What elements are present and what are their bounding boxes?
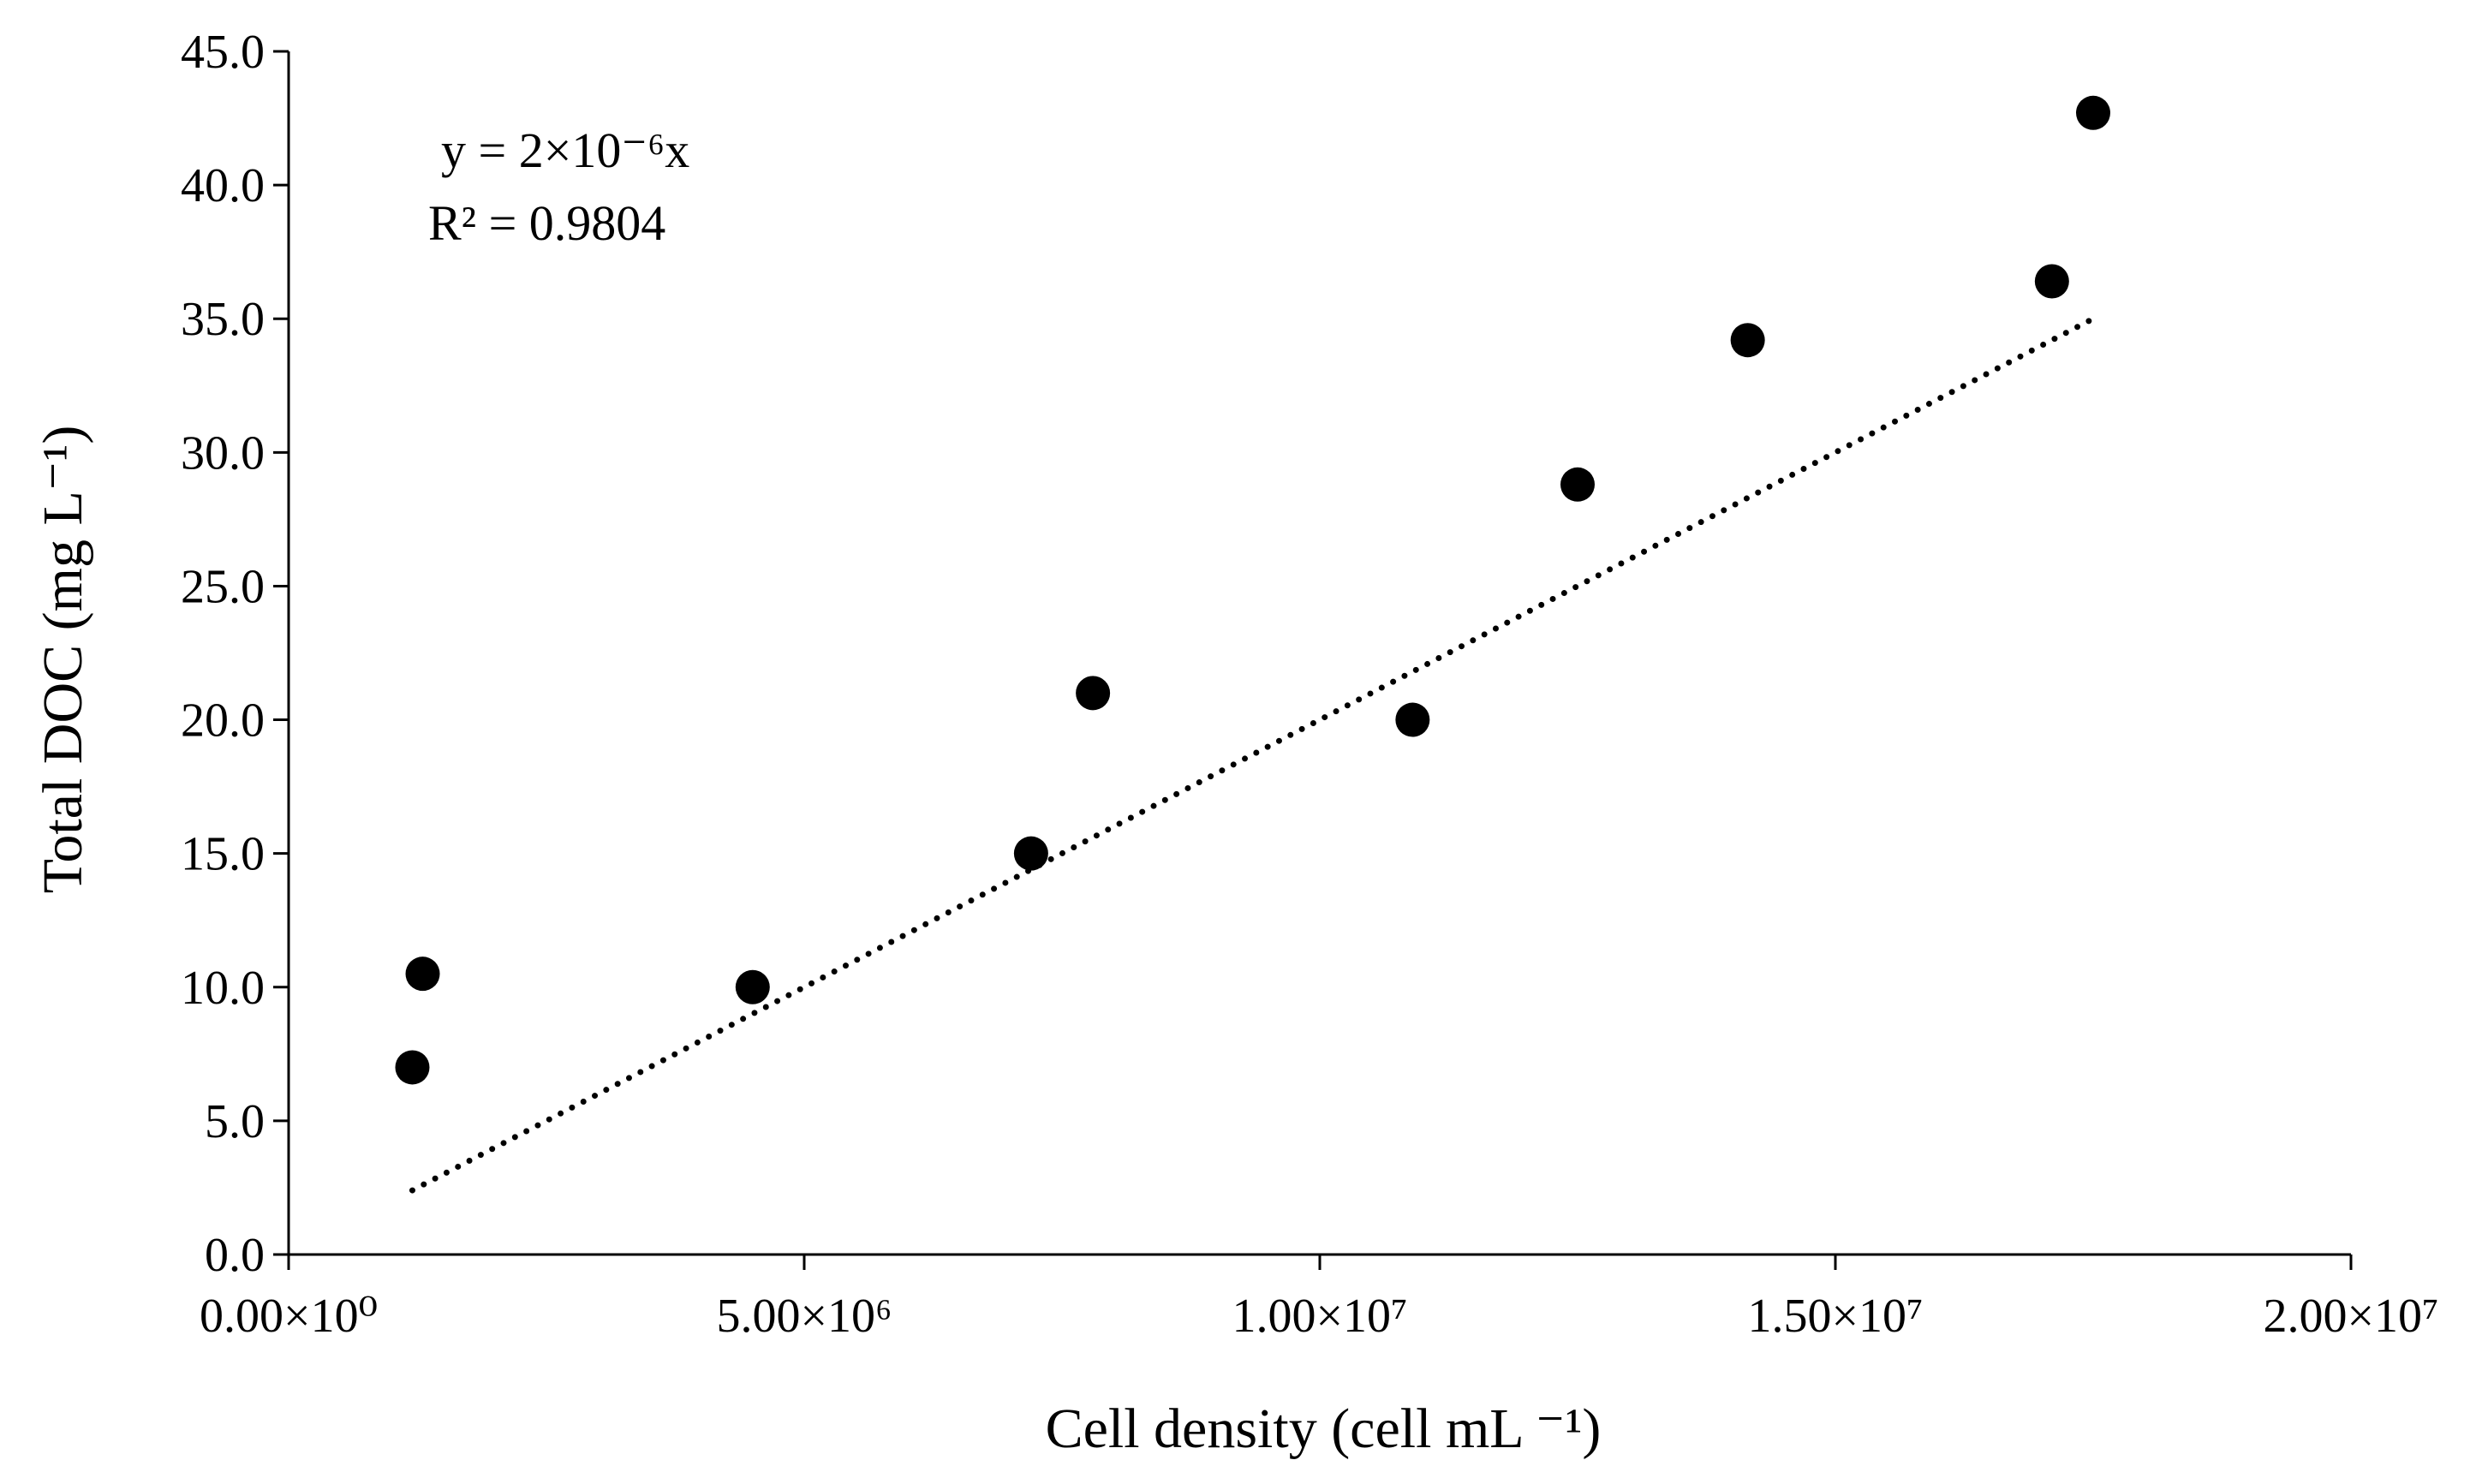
y-tick-label: 0.0: [205, 1229, 265, 1282]
x-tick-label: 0.00×10⁰: [200, 1290, 378, 1343]
y-tick-label: 15.0: [181, 828, 265, 881]
data-point: [1013, 836, 1048, 871]
data-point: [405, 957, 440, 992]
x-axis-title: Cell density (cell mL ⁻¹): [1046, 1398, 1602, 1460]
y-tick-label: 25.0: [181, 560, 265, 613]
y-axis-ticks: 0.0 5.0 10.0 15.0 20.0 25.0 30.0 35.0 40.0 45.0: [181, 26, 289, 1282]
x-tick-label: 1.50×10⁷: [1747, 1290, 1923, 1343]
x-axis-ticks: 0.00×10⁰ 5.00×10⁶ 1.00×10⁷ 1.50×10⁷ 2.00×10⁷: [200, 1255, 2439, 1343]
y-tick-label: 35.0: [181, 293, 265, 346]
y-tick-label: 5.0: [205, 1095, 265, 1148]
data-point: [2034, 264, 2069, 299]
data-point: [1560, 467, 1595, 502]
y-tick-label: 10.0: [181, 962, 265, 1015]
y-tick-label: 20.0: [181, 694, 265, 748]
data-point: [395, 1050, 430, 1085]
y-tick-label: 40.0: [181, 159, 265, 212]
x-tick-label: 1.00×10⁷: [1232, 1290, 1407, 1343]
trendline-r-squared: R² = 0.9804: [428, 195, 665, 251]
y-tick-label: 30.0: [181, 426, 265, 480]
trendline-equation: y = 2×10⁻⁶x: [441, 122, 689, 178]
data-point: [1730, 323, 1765, 358]
data-point: [1395, 702, 1430, 737]
trendline: [409, 315, 2097, 1194]
data-point: [1076, 676, 1111, 711]
y-tick-label: 45.0: [181, 26, 265, 79]
data-points: [395, 95, 2110, 1085]
y-axis-title: Total DOC (mg L⁻¹): [32, 426, 94, 894]
x-tick-label: 2.00×10⁷: [2263, 1290, 2438, 1343]
x-tick-label: 5.00×10⁶: [716, 1290, 892, 1343]
data-point: [735, 969, 770, 1004]
trendline-group: [409, 315, 2097, 1194]
data-point: [2076, 95, 2110, 130]
